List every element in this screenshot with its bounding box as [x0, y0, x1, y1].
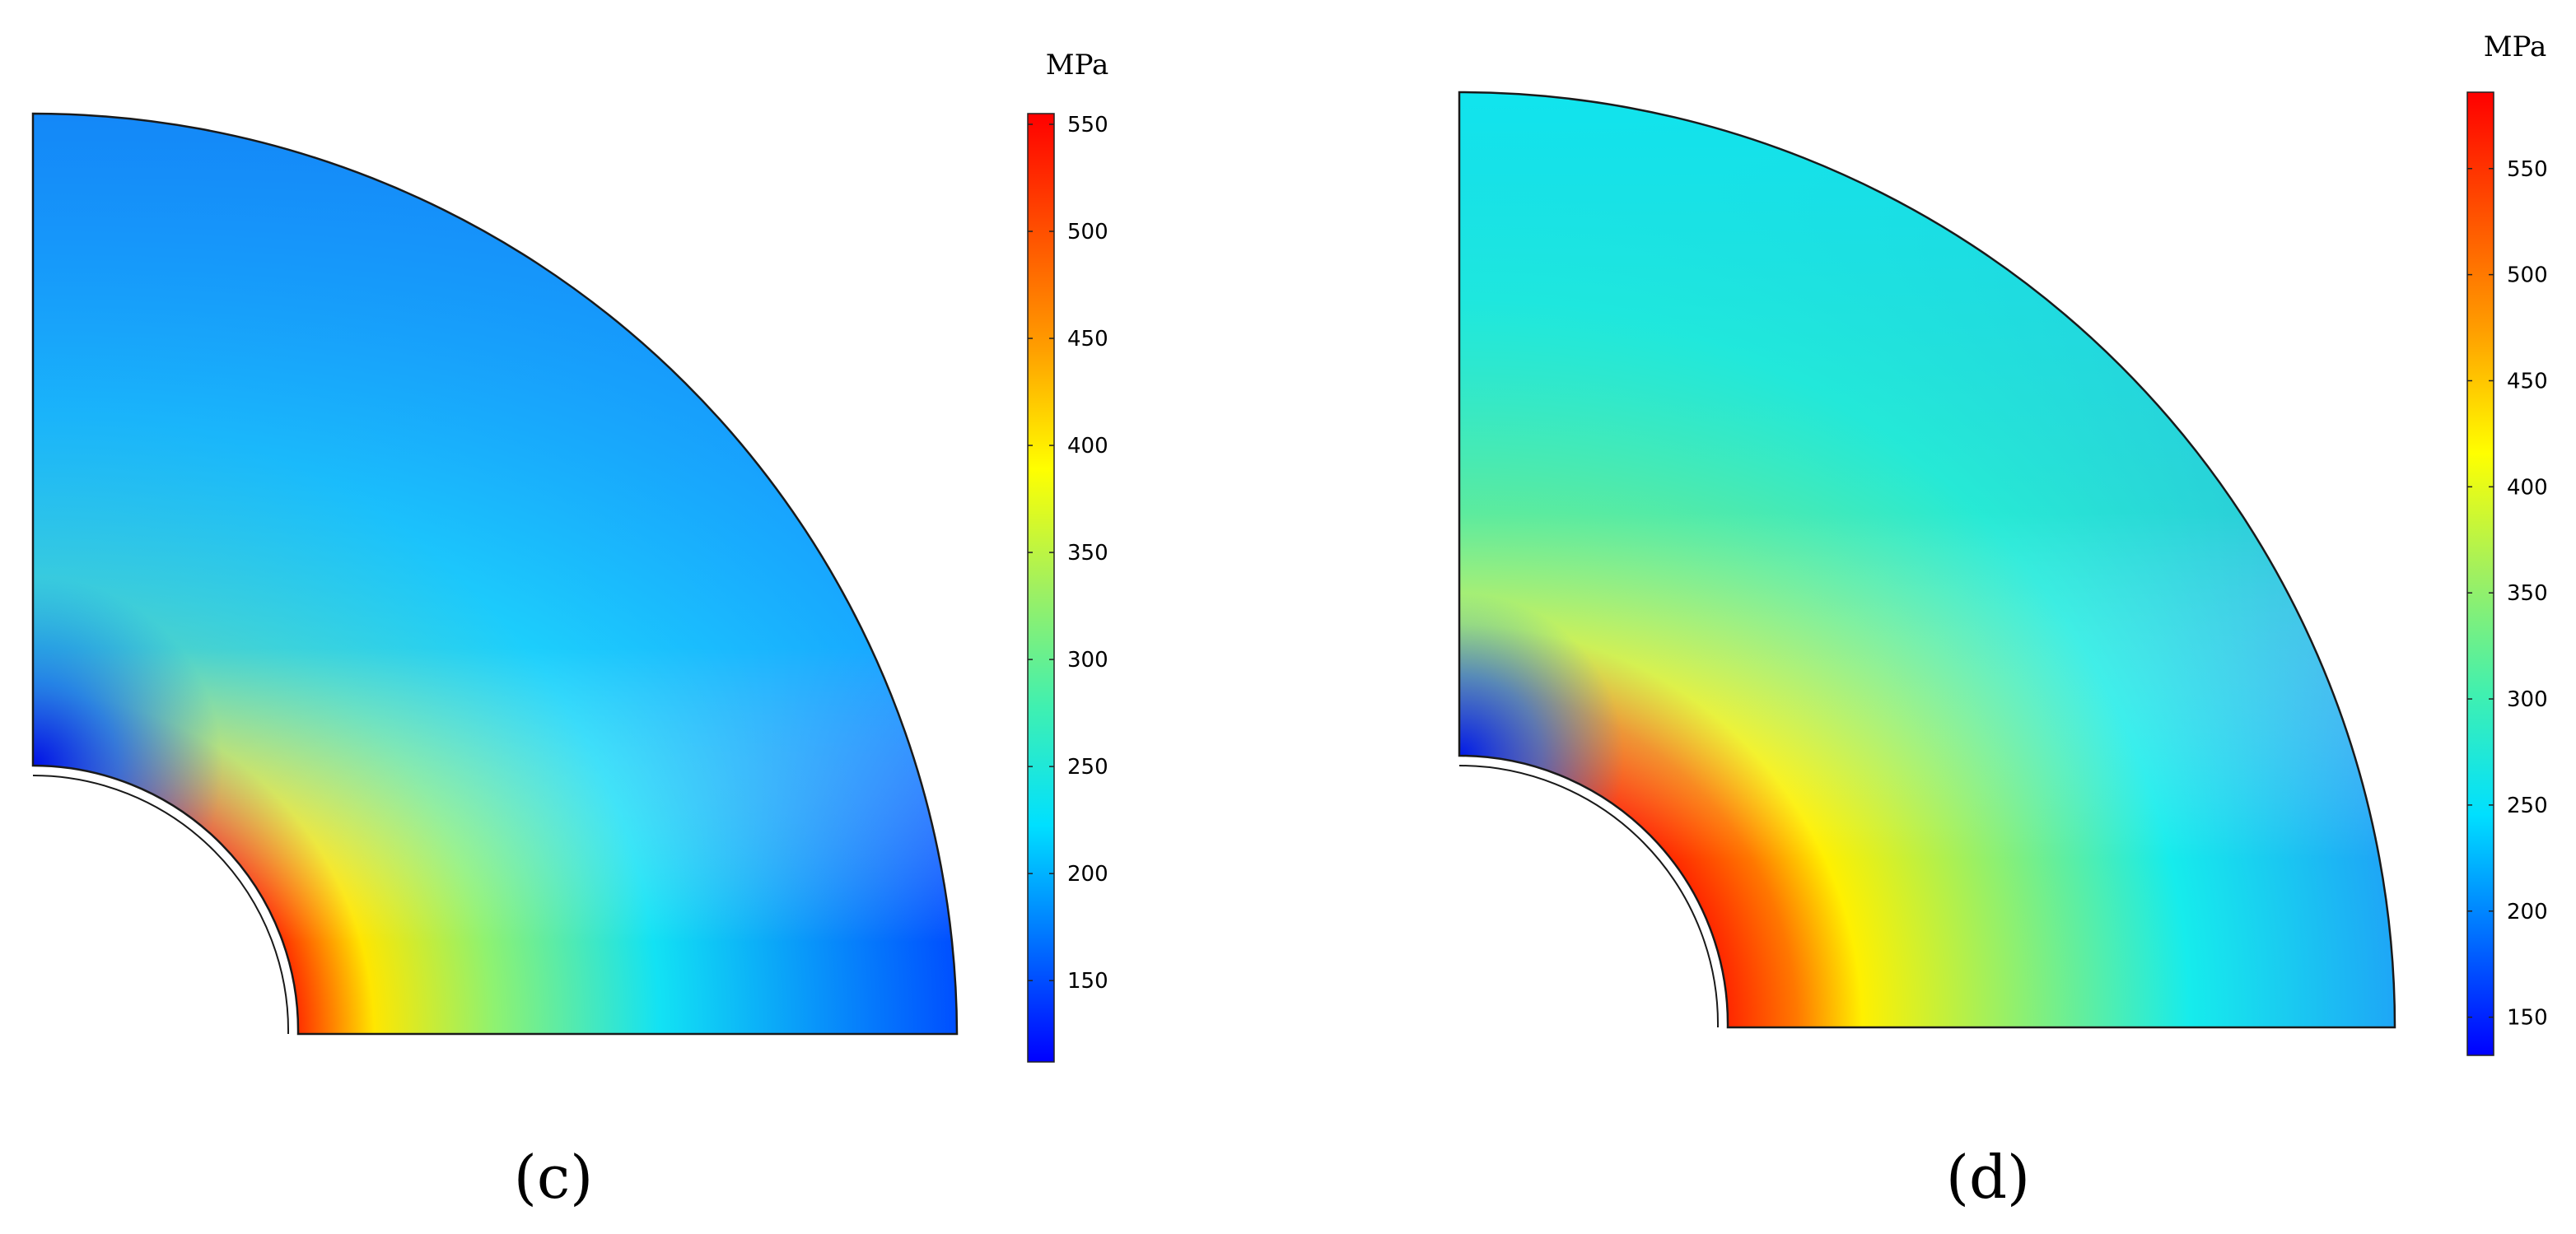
colorbar-tick-label: 300 [2507, 687, 2548, 712]
colorbar-tick-label: 300 [1067, 648, 1108, 673]
colorbar-tick-label: 200 [2507, 900, 2548, 924]
colorbar-tick-label: 550 [1067, 113, 1108, 137]
colorbar-tick-label: 400 [2507, 475, 2548, 500]
colorbar-d: MPa 150 200 250 300 350 400 450 500 550 [2466, 30, 2548, 1056]
colorbar-tick-label: 500 [2507, 263, 2548, 288]
colorbar-tick-label: 250 [1067, 755, 1108, 780]
liner-layer-c [32, 775, 290, 1035]
colorbar-tick-label: 350 [2507, 581, 2548, 606]
colorbar-gradient-d [2466, 91, 2494, 1056]
colorbar-unit-d: MPa [2484, 30, 2546, 63]
colorbar-tick-label: 250 [2507, 794, 2548, 818]
panel-d: MPa 150 200 250 300 350 400 450 500 550 (d) [1458, 30, 2548, 1212]
colorbar-tick-label: 150 [2507, 1006, 2548, 1031]
colorbar-tick-label: 150 [1067, 969, 1108, 994]
colorbar-tick-label: 350 [1067, 541, 1108, 566]
panel-label-c: (c) [514, 1143, 594, 1212]
liner-layer-d [1458, 765, 1720, 1028]
colorbar-tick-label: 550 [2507, 157, 2548, 182]
panel-label-d: (d) [1946, 1143, 2030, 1212]
colorbar-gradient-c [1027, 113, 1055, 1063]
colorbar-tick-label: 450 [2507, 369, 2548, 393]
domain-outline-d [1458, 91, 2396, 1029]
colorbar-tick-label: 400 [1067, 434, 1108, 459]
domain-outline-c [31, 112, 959, 1036]
colorbar-tick-label: 200 [1067, 862, 1108, 887]
colorbar-tick-label: 450 [1067, 327, 1108, 352]
colorbar-ticks-c: 150 200 250 300 350 400 450 500 550 [1028, 113, 1108, 994]
colorbar-c: MPa 150 200 250 300 350 400 450 500 550 [1027, 49, 1108, 1063]
panel-c: MPa 150 200 250 300 350 400 450 500 550 (c) [31, 49, 1108, 1212]
colorbar-tick-label: 500 [1067, 220, 1108, 244]
colorbar-unit-c: MPa [1046, 49, 1108, 81]
stress-contour-plot-d [1458, 91, 2396, 1029]
stress-contour-plot-c [31, 112, 959, 1036]
colorbar-ticks-d: 150 200 250 300 350 400 450 500 550 [2467, 157, 2548, 1031]
